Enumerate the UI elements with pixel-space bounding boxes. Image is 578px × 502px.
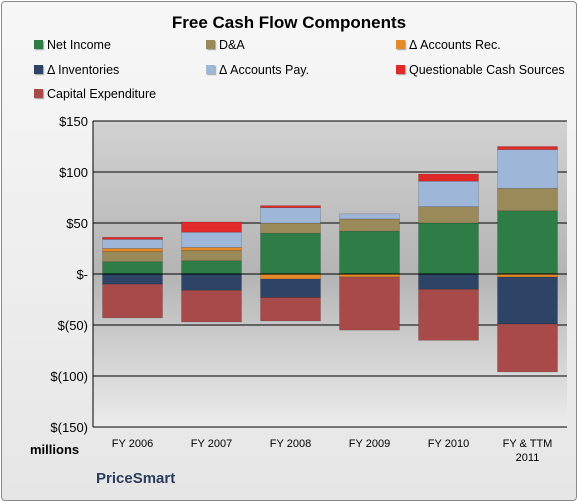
bar-segment xyxy=(339,213,400,220)
bar-segment xyxy=(260,207,321,224)
bar-segment xyxy=(418,180,479,207)
bar-segment xyxy=(339,276,400,331)
x-tick-label: FY 2006 xyxy=(112,438,153,450)
bar-segment xyxy=(339,230,400,275)
legend-swatch xyxy=(34,89,43,98)
bar-segment xyxy=(181,250,242,262)
x-tick-label: FY 2008 xyxy=(270,438,311,450)
bar-segment xyxy=(102,261,163,275)
units-label: millions xyxy=(30,442,80,457)
legend-item: Capital Expenditure xyxy=(34,86,156,102)
legend-item: Δ Accounts Rec. xyxy=(396,37,501,53)
bar-segment xyxy=(181,247,242,251)
y-tick-label: $150 xyxy=(59,114,88,129)
bar-segment xyxy=(260,222,321,234)
legend-label: Δ Inventories xyxy=(47,63,120,77)
x-tick-label: FY 2009 xyxy=(349,438,390,450)
x-tick-label: 2011 xyxy=(516,452,540,464)
brand-label: PriceSmart xyxy=(96,470,176,487)
bar-segment xyxy=(497,188,558,212)
bar-segment xyxy=(260,297,321,322)
legend-label: Δ Accounts Pay. xyxy=(219,63,310,77)
bar-segment xyxy=(181,260,242,275)
bar-segment xyxy=(260,205,321,209)
legend-swatch xyxy=(396,65,405,74)
legend-item: D&A xyxy=(206,37,245,53)
bar-segment xyxy=(497,210,558,275)
legend-item: Δ Inventories xyxy=(34,62,119,78)
bar-segment xyxy=(418,206,479,224)
bar-segment xyxy=(497,323,558,373)
legend-item: Net Income xyxy=(34,37,111,53)
bar-segment xyxy=(260,278,321,298)
bar-segment xyxy=(418,173,479,182)
bar-segment xyxy=(260,232,321,275)
legend-swatch xyxy=(34,40,43,49)
legend-item: Questionable Cash Sources xyxy=(396,62,565,78)
bar-segment xyxy=(497,146,558,150)
bar-segment xyxy=(102,248,163,252)
y-tick-label: $(150) xyxy=(50,420,88,435)
bar-segment xyxy=(102,236,163,240)
chart-title: Free Cash Flow Components xyxy=(171,13,407,32)
legend-label: D&A xyxy=(219,38,245,52)
legend-label: Questionable Cash Sources xyxy=(409,63,565,77)
x-tick-label: FY & TTM xyxy=(503,438,553,450)
bar-segment xyxy=(418,222,479,275)
legend-swatch xyxy=(206,40,215,49)
bar-segment xyxy=(260,273,321,280)
bar-segment xyxy=(181,290,242,323)
legend-label: Net Income xyxy=(47,38,111,52)
legend-swatch xyxy=(206,65,215,74)
bar-segment xyxy=(418,288,479,341)
legend-item: Δ Accounts Pay. xyxy=(206,62,309,78)
y-tick-label: $(50) xyxy=(58,318,88,333)
legend-swatch xyxy=(34,65,43,74)
bar-segment xyxy=(497,276,558,325)
y-tick-label: $- xyxy=(76,267,88,282)
legend-label: Δ Accounts Rec. xyxy=(409,38,501,52)
bar-segment xyxy=(102,239,163,249)
legend-label: Capital Expenditure xyxy=(47,87,157,101)
bar-segment xyxy=(339,218,400,232)
bar-segment xyxy=(102,283,163,319)
y-tick-label: $(100) xyxy=(50,369,88,384)
bar-segment xyxy=(102,273,163,285)
y-tick-label: $50 xyxy=(66,216,88,231)
bar-segment xyxy=(418,273,479,290)
x-tick-label: FY 2007 xyxy=(191,438,232,450)
legend-swatch xyxy=(396,40,405,49)
x-tick-label: FY 2010 xyxy=(428,438,469,450)
bar-segment xyxy=(102,251,163,263)
y-tick-label: $100 xyxy=(59,165,88,180)
bar-segment xyxy=(181,221,242,233)
bar-segment xyxy=(497,149,558,189)
bar-segment xyxy=(181,231,242,248)
bar-segment xyxy=(181,273,242,291)
